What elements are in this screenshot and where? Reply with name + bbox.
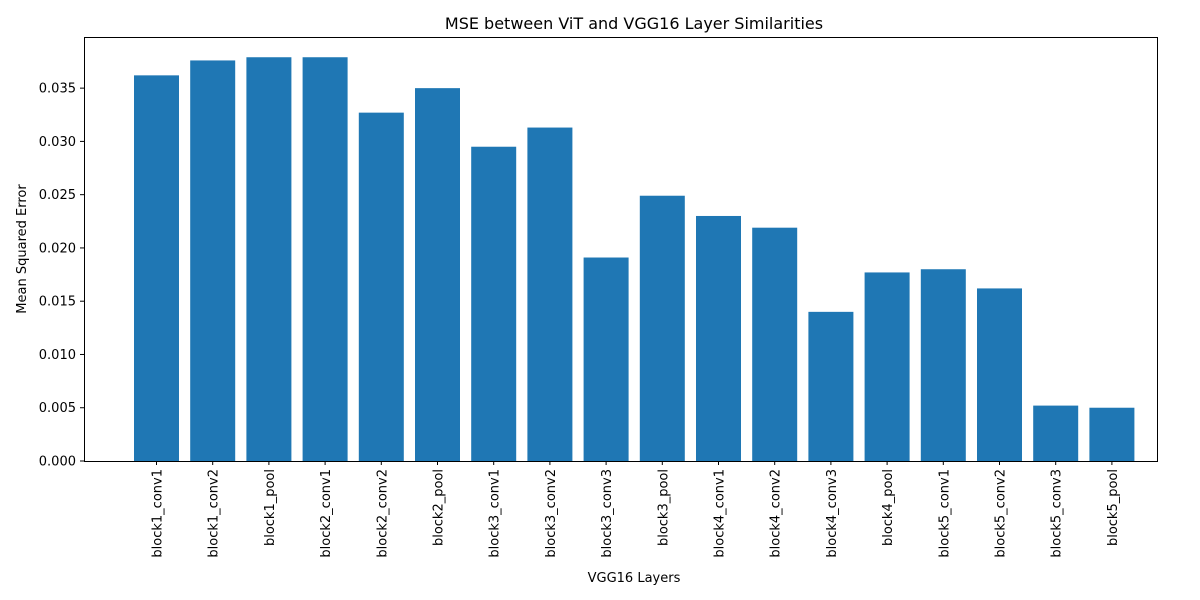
bar-block2_conv1 — [302, 57, 348, 462]
chart-title: MSE between ViT and VGG16 Layer Similari… — [445, 14, 823, 33]
bar-block5_conv3 — [1033, 405, 1079, 461]
x-tick-label: block2_pool — [432, 469, 447, 546]
bar-block4_conv3 — [808, 311, 854, 461]
x-tick-label: block5_conv2 — [994, 469, 1009, 558]
x-axis-label: VGG16 Layers — [588, 571, 681, 586]
y-tick-label: 0.035 — [39, 82, 76, 97]
x-tick-label: block4_pool — [881, 469, 896, 546]
bar-block5_conv1 — [920, 269, 966, 461]
y-tick-label: 0.000 — [39, 455, 76, 470]
x-tick-label: block5_conv1 — [937, 469, 952, 558]
bars-group — [134, 57, 1135, 462]
x-tick-label: block1_conv1 — [151, 469, 166, 558]
bar-block4_pool — [864, 272, 910, 461]
y-tick-label: 0.005 — [39, 401, 76, 416]
bar-block4_conv2 — [752, 227, 798, 461]
bar-block3_conv1 — [471, 146, 517, 462]
y-tick-label: 0.030 — [39, 135, 76, 150]
x-tick-label: block1_conv2 — [207, 469, 222, 558]
x-axis: block1_conv1 block1_conv2 block1_pool block… — [151, 461, 1121, 558]
bar-block1_conv2 — [190, 60, 236, 461]
x-tick-label: block5_conv3 — [1050, 469, 1065, 558]
y-axis-label: Mean Squared Error — [15, 184, 30, 314]
y-tick-label: 0.020 — [39, 241, 76, 256]
y-tick-label: 0.025 — [39, 188, 76, 203]
x-tick-label: block4_conv1 — [713, 469, 728, 558]
x-tick-label: block3_conv2 — [544, 469, 559, 558]
bar-block1_conv1 — [134, 75, 179, 461]
x-tick-label: block5_pool — [1106, 469, 1121, 546]
x-tick-label: block1_pool — [263, 469, 278, 546]
bar-block3_conv3 — [583, 257, 629, 461]
x-tick-label: block3_conv1 — [488, 469, 503, 558]
bar-block2_pool — [415, 88, 460, 461]
x-tick-label: block3_pool — [656, 469, 671, 546]
bar-block3_conv2 — [527, 127, 573, 462]
plot-frame — [84, 37, 1158, 462]
x-tick-label: block3_conv3 — [600, 469, 615, 558]
x-tick-label: block4_conv3 — [825, 469, 840, 558]
bar-block5_conv2 — [977, 288, 1022, 461]
x-tick-label: block4_conv2 — [769, 469, 784, 558]
y-axis: 0.000 0.005 0.010 0.015 0.020 0.025 0.030 0.035 — [39, 82, 84, 470]
bar-block5_pool — [1089, 407, 1135, 461]
y-tick-label: 0.010 — [39, 348, 76, 363]
x-tick-label: block2_conv2 — [375, 469, 390, 558]
bar-block4_conv1 — [696, 215, 741, 461]
bar-block3_pool — [639, 195, 685, 462]
bar-block1_pool — [246, 57, 292, 462]
y-tick-label: 0.015 — [39, 295, 76, 310]
x-tick-label: block2_conv1 — [319, 469, 334, 558]
bar-block2_conv2 — [358, 112, 404, 461]
